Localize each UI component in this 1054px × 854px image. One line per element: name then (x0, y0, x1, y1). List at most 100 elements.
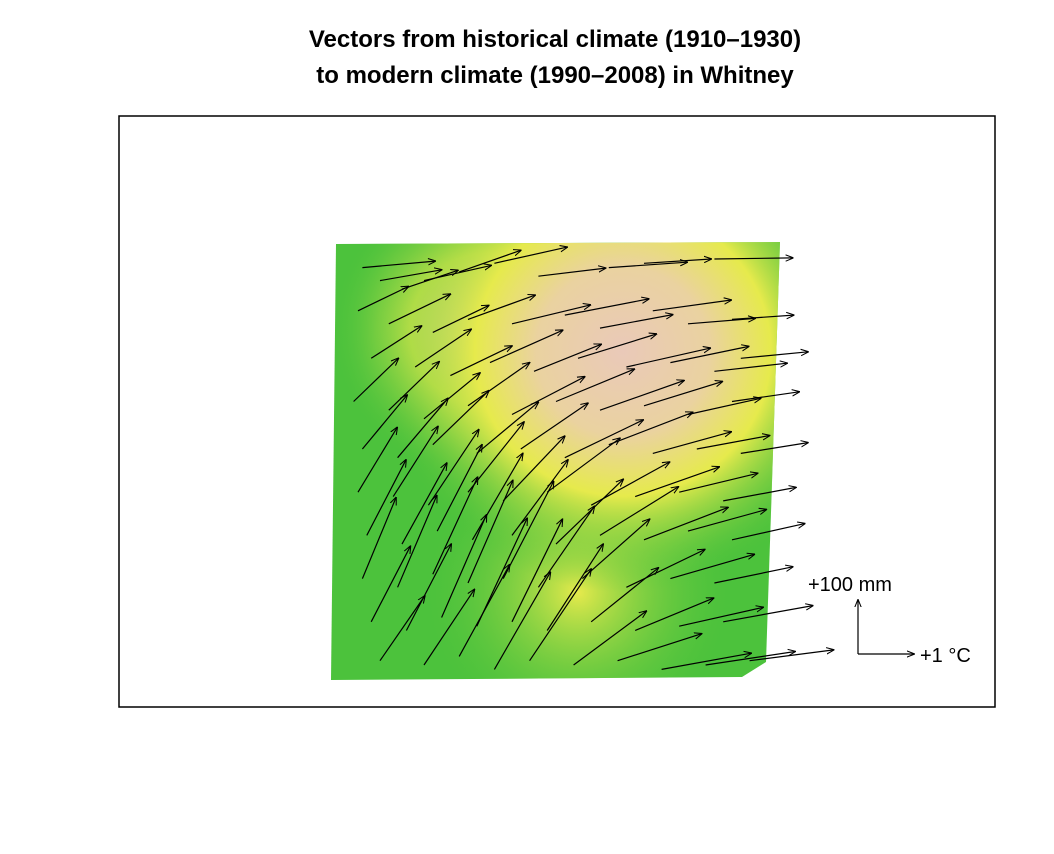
vector-arrow (427, 430, 478, 506)
vector-arrow (564, 299, 649, 316)
vector-arrow (714, 258, 792, 259)
vector-arrow (502, 436, 565, 502)
vector-arrow (529, 569, 592, 662)
vector-arrow (599, 487, 678, 536)
vector-arrow (533, 344, 601, 372)
vector-arrow (696, 436, 770, 450)
vector-arrow (608, 262, 687, 269)
vector-arrow (436, 445, 482, 532)
vector-arrow (423, 373, 480, 420)
vector-arrow (379, 270, 442, 282)
vector-arrow (661, 653, 752, 670)
vector-arrow (388, 362, 439, 411)
vector-arrow (749, 650, 834, 662)
vector-arrow (670, 554, 754, 580)
vector-arrow (635, 467, 719, 498)
vector-arrow (599, 381, 684, 411)
vector-arrow (731, 524, 805, 541)
vector-arrow (714, 363, 787, 372)
vector-arrow (459, 250, 521, 273)
vector-arrow (388, 294, 451, 325)
vector-arrow (740, 352, 808, 359)
vector-arrow (397, 398, 448, 459)
vector-arrow (679, 607, 763, 627)
vector-arrow (617, 634, 702, 662)
vector-arrow (687, 510, 766, 532)
vector-arrow (441, 515, 487, 618)
vector-arrow (361, 498, 396, 579)
vector-arrow (590, 568, 658, 623)
vector-arrow (392, 426, 438, 497)
vector-arrow (643, 259, 711, 264)
vector-arrow (626, 348, 710, 368)
vector-arrow (564, 420, 643, 459)
vector-arrow (467, 480, 513, 584)
vector-arrow (652, 432, 731, 454)
vector-arrow (414, 329, 471, 368)
vector-arrow (687, 398, 761, 416)
vector-arrow (423, 589, 474, 666)
vector-arrow (401, 463, 447, 545)
vector-arrow (357, 427, 397, 493)
vector-arrow (370, 546, 410, 623)
vector-arrow (555, 369, 634, 403)
vector-arrow (546, 544, 603, 631)
vector-arrow (546, 438, 620, 493)
vector-arrow (458, 565, 509, 657)
vector-arrow (626, 550, 704, 588)
vector-arrow (687, 318, 755, 325)
vector-arrow (493, 572, 550, 670)
vector-arrow (362, 261, 435, 269)
vector-arrow (511, 305, 590, 325)
vector-arrow (573, 611, 647, 666)
climate-surface (331, 242, 780, 680)
vector-arrow (432, 477, 478, 575)
vector-arrow (670, 346, 748, 364)
vector-arrow (432, 305, 489, 333)
vector-arrow (467, 295, 535, 320)
vector-arrow (577, 334, 656, 359)
vector-arrow (471, 453, 522, 541)
scale-legend: +100 mm +1 °C (808, 574, 971, 667)
vector-arrow (643, 382, 722, 407)
vector-arrow (643, 507, 728, 541)
chart-title-line-2: to modern climate (1990–2008) in Whitney (316, 62, 794, 89)
vector-arrow (723, 606, 813, 623)
vector-arrow (353, 358, 399, 402)
vector-arrow (357, 287, 408, 312)
vector-arrow (723, 487, 796, 502)
legend-temp-label: +1 °C (920, 645, 971, 667)
vector-arrow (379, 596, 425, 662)
vector-arrow (397, 496, 437, 588)
vector-arrow (679, 473, 757, 493)
chart-title-line-1: Vectors from historical climate (1910–19… (308, 26, 802, 53)
vector-arrow (714, 567, 792, 584)
vector-arrow (634, 598, 713, 632)
vector-arrow (705, 652, 796, 666)
legend-precip-label: +100 mm (808, 574, 892, 596)
vector-arrow (608, 412, 693, 446)
vector-arrow (502, 481, 553, 579)
vector-arrow (361, 395, 407, 450)
vector-arrow (432, 391, 489, 446)
vector-arrow (494, 247, 567, 264)
vector-arrow (582, 519, 649, 580)
vector-arrow (731, 315, 794, 320)
vector-arrow (366, 460, 406, 536)
vector-arrow (652, 300, 731, 312)
plot-frame (118, 115, 996, 708)
vector-arrow (511, 377, 585, 416)
vector-arrow (538, 268, 605, 277)
vector-arrow (467, 363, 530, 407)
vector-arrow (370, 326, 421, 359)
vector-arrow (476, 402, 539, 454)
vector-arrow (405, 544, 451, 631)
vector-arrow (520, 403, 588, 450)
vector-arrow (599, 315, 673, 329)
vector-arrows (353, 247, 834, 670)
vector-arrow (740, 443, 808, 454)
vector-arrow (423, 265, 491, 282)
vector-arrow (450, 346, 512, 377)
vector-arrow (731, 392, 799, 403)
